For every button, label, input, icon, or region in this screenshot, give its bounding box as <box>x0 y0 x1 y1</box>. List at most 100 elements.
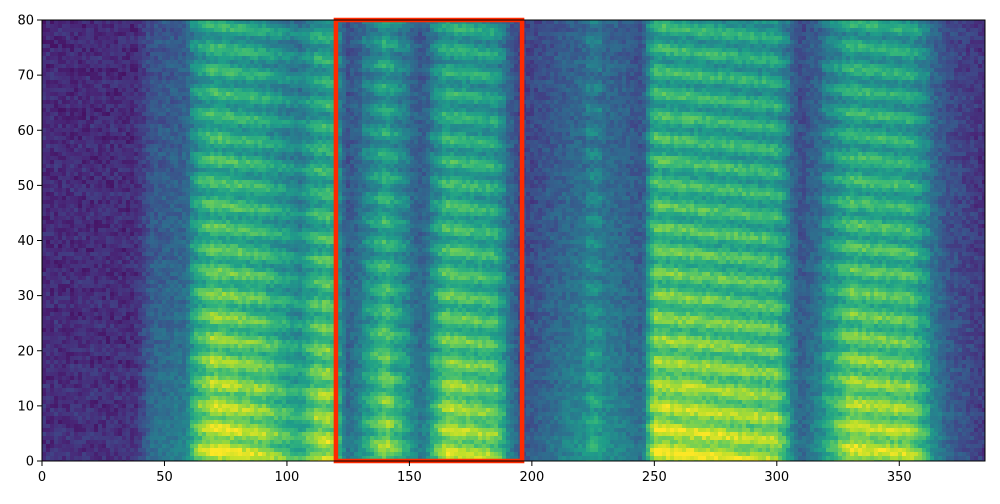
heatmap-cell <box>218 268 223 273</box>
heatmap-cell <box>46 432 51 437</box>
heatmap-cell <box>110 212 115 217</box>
heatmap-cell <box>170 208 175 213</box>
heatmap-cell <box>106 332 111 337</box>
heatmap-cell <box>170 296 175 301</box>
heatmap-cell <box>146 352 151 357</box>
heatmap-cell <box>94 76 99 81</box>
heatmap-cell <box>166 428 171 433</box>
heatmap-cell <box>134 68 139 73</box>
heatmap-cell <box>142 396 147 401</box>
heatmap-cell <box>142 196 147 201</box>
heatmap-cell <box>66 280 71 285</box>
heatmap-cell <box>186 184 191 189</box>
heatmap-cell <box>46 204 51 209</box>
heatmap-cell <box>178 452 183 457</box>
heatmap-cell <box>66 180 71 185</box>
heatmap-cell <box>82 76 87 81</box>
heatmap-cell <box>130 368 135 373</box>
heatmap-cell <box>218 152 223 157</box>
heatmap-cell <box>198 332 203 337</box>
heatmap-cell <box>46 172 51 177</box>
heatmap-cell <box>134 64 139 69</box>
heatmap-cell <box>186 176 191 181</box>
heatmap-cell <box>114 148 119 153</box>
heatmap-cell <box>102 404 107 409</box>
heatmap-cell <box>106 48 111 53</box>
heatmap-cell <box>114 440 119 445</box>
heatmap-cell <box>198 196 203 201</box>
heatmap-cell <box>110 308 115 313</box>
heatmap-cell <box>150 284 155 289</box>
heatmap-cell <box>134 444 139 449</box>
heatmap-cell <box>114 452 119 457</box>
heatmap-cell <box>218 360 223 365</box>
heatmap-cell <box>150 112 155 117</box>
heatmap-cell <box>106 148 111 153</box>
heatmap-cell <box>114 24 119 29</box>
heatmap-cell <box>122 264 127 269</box>
heatmap-cell <box>182 424 187 429</box>
heatmap-cell <box>158 340 163 345</box>
heatmap-cell <box>158 424 163 429</box>
heatmap-cell <box>102 224 107 229</box>
heatmap-cell <box>202 356 207 361</box>
heatmap-cell <box>130 432 135 437</box>
heatmap-cell <box>42 188 47 193</box>
heatmap-cell <box>214 284 219 289</box>
heatmap-cell <box>90 412 95 417</box>
heatmap-cell <box>218 260 223 265</box>
heatmap-cell <box>194 324 199 329</box>
heatmap-cell <box>58 148 63 153</box>
heatmap-cell <box>82 452 87 457</box>
heatmap-cell <box>170 304 175 309</box>
heatmap-cell <box>214 108 219 113</box>
heatmap-cell <box>174 124 179 129</box>
heatmap-cell <box>102 152 107 157</box>
heatmap-cell <box>202 364 207 369</box>
heatmap-cell <box>186 52 191 57</box>
heatmap-cell <box>142 260 147 265</box>
heatmap-cell <box>134 104 139 109</box>
heatmap-cell <box>86 444 91 449</box>
heatmap-cell <box>138 48 143 53</box>
heatmap-cell <box>54 276 59 281</box>
heatmap-cell <box>66 232 71 237</box>
heatmap-cell <box>170 128 175 133</box>
heatmap-cell <box>170 440 175 445</box>
heatmap-cell <box>162 136 167 141</box>
heatmap-cell <box>174 120 179 125</box>
heatmap-cell <box>178 68 183 73</box>
heatmap-cell <box>170 384 175 389</box>
heatmap-cell <box>182 444 187 449</box>
heatmap-cell <box>74 168 79 173</box>
heatmap-cell <box>126 332 131 337</box>
heatmap-cell <box>182 428 187 433</box>
heatmap-cell <box>142 404 147 409</box>
heatmap-cell <box>190 324 195 329</box>
heatmap-cell <box>66 216 71 221</box>
heatmap-cell <box>90 408 95 413</box>
heatmap-cell <box>154 384 159 389</box>
heatmap-cell <box>218 296 223 301</box>
heatmap-cell <box>134 424 139 429</box>
heatmap-cell <box>170 36 175 41</box>
heatmap-cell <box>82 324 87 329</box>
heatmap-cell <box>150 200 155 205</box>
heatmap-cell <box>66 316 71 321</box>
heatmap-cell <box>130 340 135 345</box>
heatmap-cell <box>78 244 83 249</box>
heatmap-cell <box>58 92 63 97</box>
heatmap-cell <box>114 380 119 385</box>
heatmap-cell <box>186 328 191 333</box>
heatmap-cell <box>162 156 167 161</box>
heatmap-cell <box>186 216 191 221</box>
heatmap-cell <box>198 240 203 245</box>
heatmap-cell <box>218 224 223 229</box>
heatmap-cell <box>218 340 223 345</box>
heatmap-cell <box>198 204 203 209</box>
heatmap-cell <box>206 76 211 81</box>
heatmap-cell <box>54 348 59 353</box>
heatmap-cell <box>146 232 151 237</box>
heatmap-cell <box>70 36 75 41</box>
